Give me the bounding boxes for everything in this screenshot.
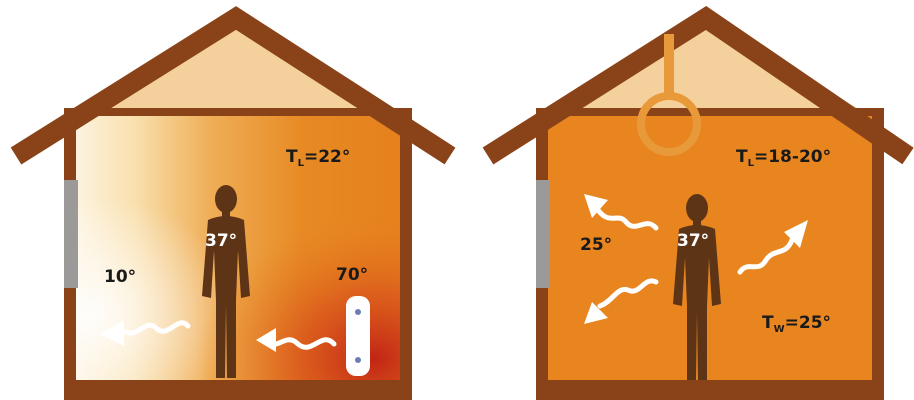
left-house: TL=22° 37° 10° 70° [10, 6, 456, 400]
right-ceiling [536, 108, 884, 116]
radiant-arrowhead-right [784, 220, 808, 248]
right-attic [548, 26, 872, 116]
right-person-icon [673, 194, 721, 380]
wall-loss-arrow [123, 320, 191, 336]
radiant-arrowhead-lower-left [584, 302, 608, 324]
left-person-icon [202, 185, 250, 378]
radiant-arrowhead-upper-left [584, 194, 608, 218]
left-wall-temp-label: 10° [104, 267, 136, 287]
right-radiant-arrows [584, 194, 808, 324]
left-roof [10, 6, 456, 165]
radiant-arrow-right [737, 237, 795, 275]
right-wall-temp-label: TW=25° [762, 313, 831, 335]
right-window [536, 180, 550, 288]
radiant-arrow-upper-left [595, 207, 659, 231]
right-floor [536, 380, 884, 400]
right-air-temp-label: TL=18-20° [736, 147, 831, 169]
left-wall-right [400, 112, 412, 384]
left-window [64, 180, 78, 288]
right-wall-right [872, 112, 884, 384]
right-roof [482, 6, 914, 165]
ceiling-heating-element-icon [637, 34, 701, 156]
heater-flow-arrowhead [256, 328, 276, 352]
wall-loss-arrowhead [100, 320, 124, 346]
heater-temp-label: 70° [336, 265, 368, 285]
radiant-arrow-lower-left [597, 278, 659, 309]
right-house: TL=18-20° 37° 25° TW=25° [482, 6, 914, 400]
left-heat-flow-arrows [100, 320, 337, 352]
left-attic [76, 26, 400, 116]
left-air-temp-label: TL=22° [286, 147, 350, 169]
left-body-temp-label: 37° [205, 231, 237, 251]
radiant-temp-label: 25° [580, 235, 612, 255]
left-ceiling [64, 108, 412, 116]
left-floor [64, 380, 412, 400]
radiator-heater-icon [346, 296, 370, 376]
heater-flow-arrow [267, 337, 337, 350]
right-body-temp-label: 37° [677, 231, 709, 251]
